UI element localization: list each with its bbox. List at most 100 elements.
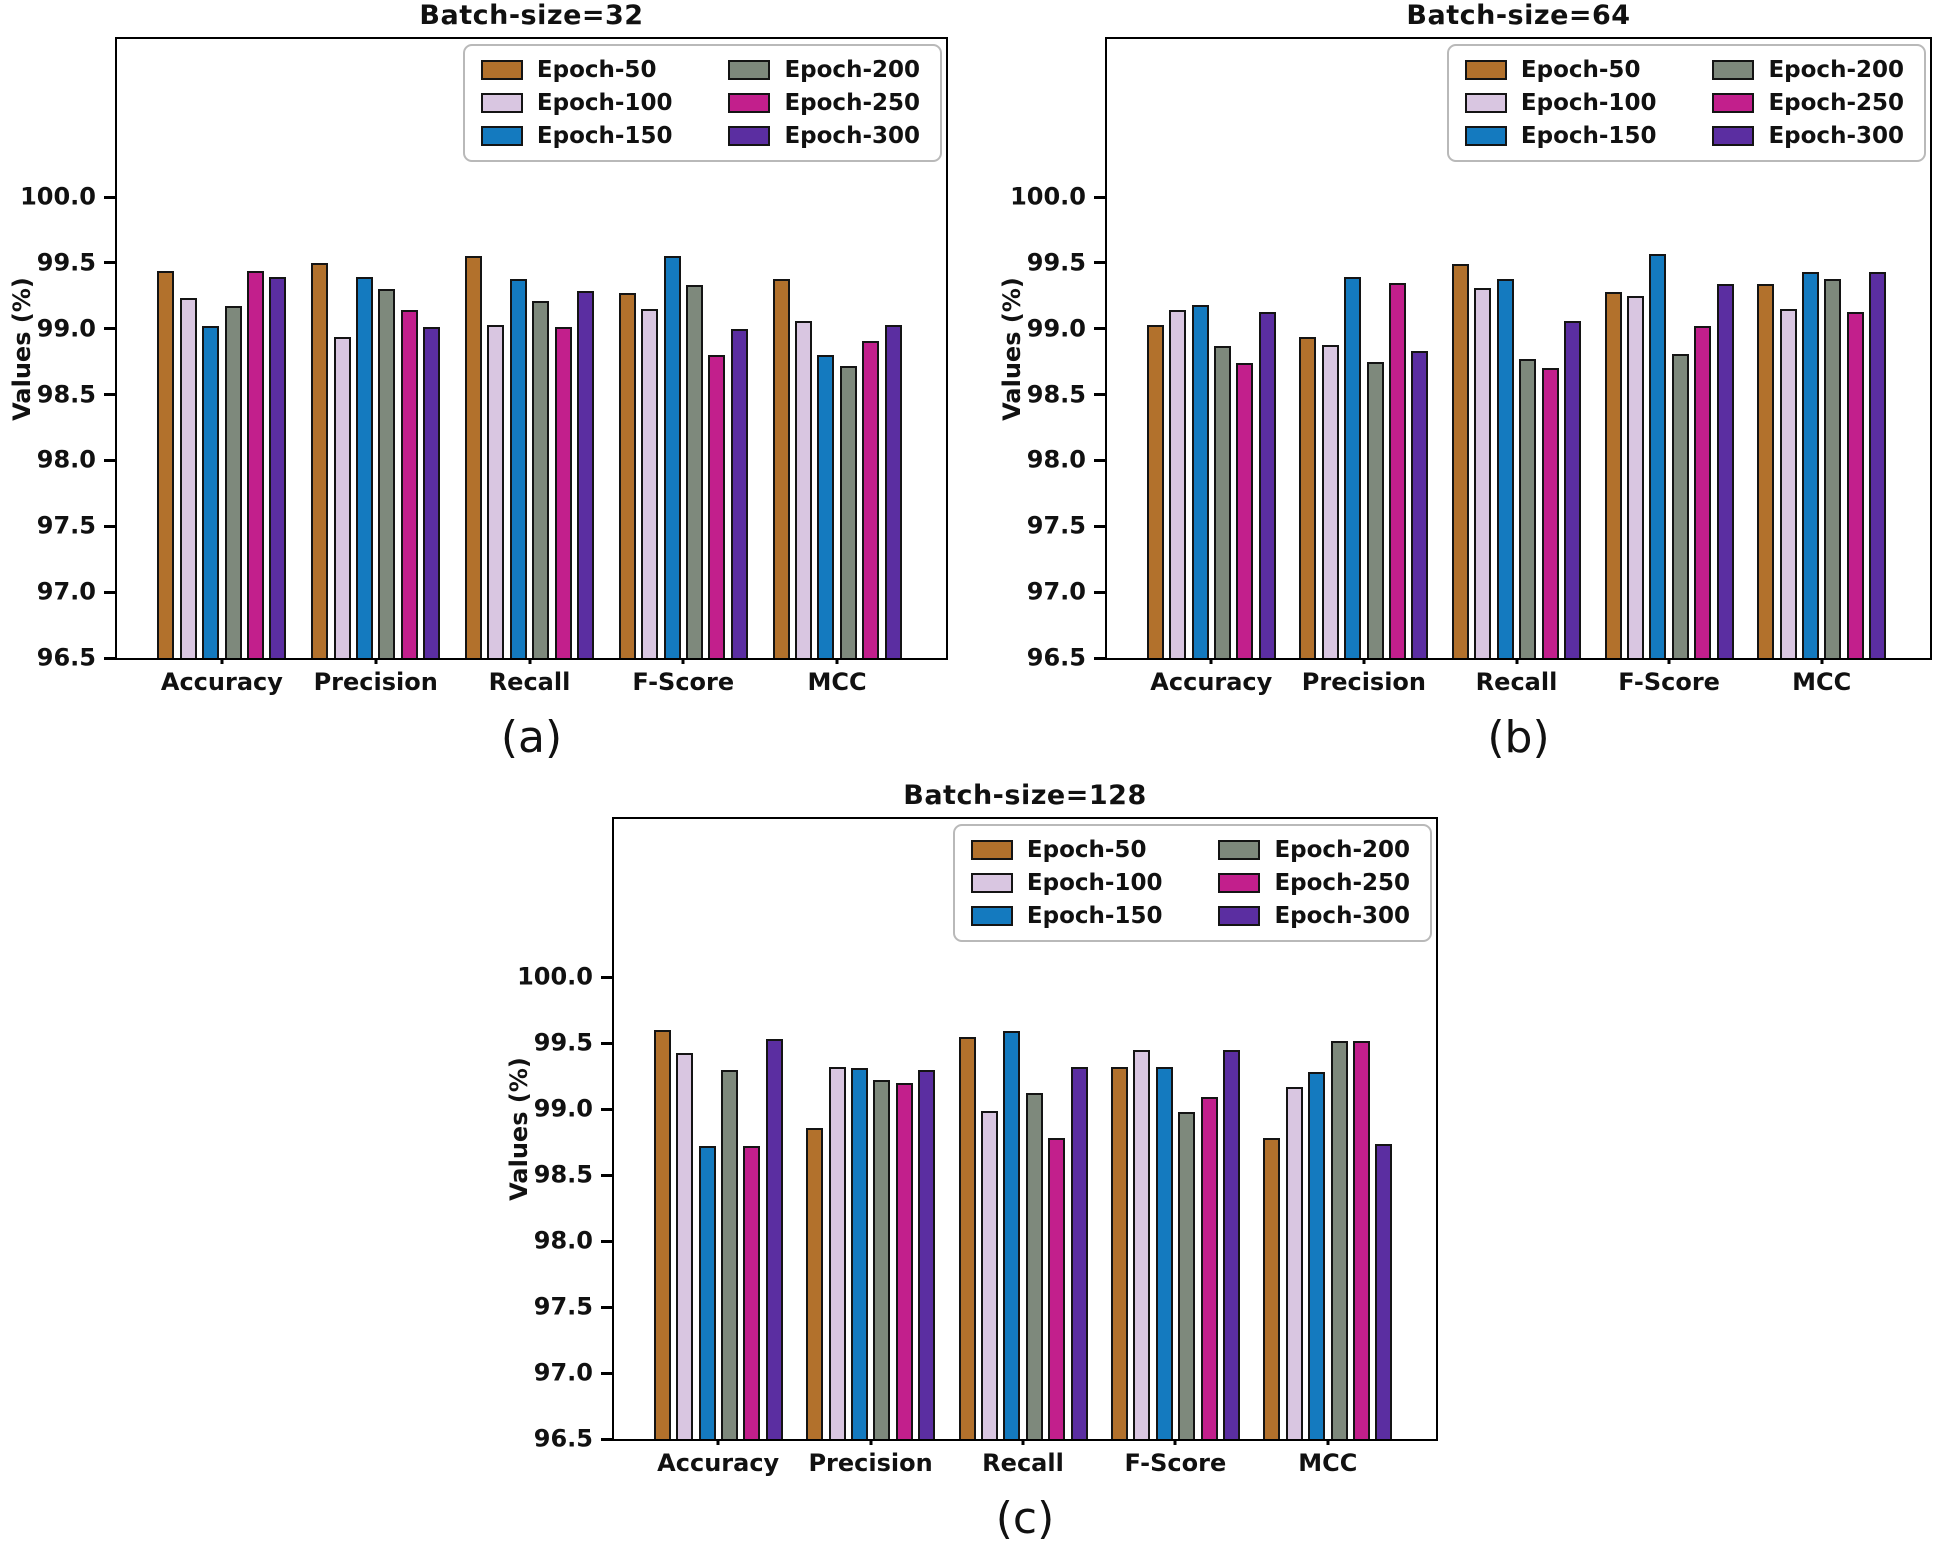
legend-label: Epoch-150 [1026, 903, 1163, 929]
x-category-label: Recall [488, 668, 571, 696]
legend-label: Epoch-250 [784, 90, 920, 116]
legend-item-epoch-100: Epoch-100 [970, 870, 1163, 896]
bar-epoch-150-f-score [663, 256, 681, 658]
x-tick-mark [1021, 1439, 1025, 1445]
y-tick-label: 99.0 [1026, 314, 1086, 343]
bar-epoch-150-recall [1496, 278, 1514, 658]
legend-swatch-icon [970, 840, 1013, 860]
x-tick-mark [374, 658, 378, 664]
bar-epoch-300-accuracy [269, 277, 287, 658]
tick-mark [1094, 458, 1105, 462]
legend-item-epoch-150: Epoch-150 [480, 123, 672, 149]
y-tick-label: 97.5 [36, 511, 96, 540]
bar-epoch-50-mcc [772, 278, 790, 658]
tick-mark [1094, 327, 1105, 331]
bar-epoch-250-accuracy [743, 1146, 761, 1439]
bar-epoch-100-mcc [1779, 309, 1797, 658]
y-tick-label: 98.5 [36, 380, 96, 409]
legend-swatch-icon [970, 873, 1013, 893]
legend-swatch-icon [970, 906, 1013, 926]
y-tick-label: 98.0 [1026, 445, 1086, 474]
bar-epoch-200-precision [873, 1080, 891, 1439]
y-tick-label: 99.5 [1026, 248, 1086, 277]
bar-epoch-150-mcc [1308, 1072, 1326, 1439]
bar-epoch-250-mcc [1846, 311, 1864, 658]
legend: Epoch-50 Epoch-100 Epoch-150 Epoch-200 Epoch… [462, 44, 942, 162]
legend-item-epoch-200: Epoch-200 [1712, 57, 1904, 83]
bar-epoch-300-recall [577, 290, 594, 658]
bar-epoch-50-recall [1452, 264, 1469, 658]
legend-label: Epoch-100 [1520, 90, 1657, 116]
bar-epoch-150-recall [509, 278, 527, 658]
legend: Epoch-50 Epoch-100 Epoch-150 Epoch-200 Epoch… [952, 824, 1432, 942]
legend-swatch-icon [1464, 93, 1507, 113]
y-tick-label: 98.0 [533, 1226, 593, 1255]
legend-label: Epoch-200 [784, 57, 920, 83]
x-category-label: F-Score [1618, 668, 1720, 696]
tick-mark [104, 656, 115, 660]
bar-epoch-50-f-score [618, 293, 636, 658]
legend-swatch-icon [1218, 906, 1261, 926]
legend-swatch-icon [480, 126, 523, 146]
legend-label: Epoch-50 [1520, 57, 1641, 83]
x-tick-mark [1515, 658, 1518, 664]
bar-epoch-50-recall [465, 256, 482, 658]
bar-epoch-150-recall [1003, 1031, 1021, 1439]
tick-mark [1094, 195, 1105, 199]
legend-label: Epoch-300 [1274, 903, 1410, 929]
x-tick-mark [1667, 658, 1671, 664]
x-tick-mark [1326, 1439, 1330, 1445]
legend-item-epoch-50: Epoch-50 [970, 837, 1163, 863]
bar-epoch-50-precision [311, 262, 329, 658]
legend-swatch-icon [1464, 60, 1507, 80]
tick-mark [1094, 261, 1105, 265]
tick-mark [104, 261, 115, 265]
legend-swatch-icon [1218, 873, 1261, 893]
bar-epoch-100-mcc [1285, 1086, 1303, 1439]
y-tick-label: 99.5 [533, 1028, 593, 1057]
bar-epoch-100-accuracy [1169, 310, 1187, 658]
x-category-label: Accuracy [657, 1449, 780, 1477]
y-tick-label: 100.0 [517, 962, 593, 991]
bar-epoch-150-accuracy [202, 326, 220, 658]
bar-epoch-200-recall [532, 301, 550, 658]
legend-swatch-icon [728, 93, 771, 113]
y-tick-label: 97.0 [36, 577, 96, 606]
bar-epoch-300-mcc [1375, 1143, 1393, 1439]
bar-epoch-50-accuracy [653, 1030, 671, 1439]
bar-epoch-100-f-score [1627, 295, 1644, 658]
y-tick-label: 96.5 [1026, 643, 1086, 672]
bar-epoch-150-precision [850, 1068, 868, 1439]
bar-epoch-300-recall [1070, 1067, 1088, 1439]
x-tick-mark [528, 658, 531, 664]
tick-mark [601, 1173, 612, 1177]
x-category-label: F-Score [632, 668, 735, 696]
y-tick-label: 99.0 [533, 1094, 593, 1123]
bar-epoch-100-mcc [795, 320, 812, 658]
bar-chart-batch-64: Batch-size=64 Values (%) 100.0 99.5 99.0 98… [998, 0, 1932, 763]
bar-epoch-50-mcc [1757, 283, 1775, 658]
tick-mark [601, 1437, 612, 1441]
bar-epoch-200-f-score [686, 285, 703, 658]
bar-epoch-100-accuracy [676, 1052, 694, 1439]
bar-epoch-200-accuracy [224, 306, 242, 658]
bar-epoch-200-mcc [1330, 1040, 1348, 1439]
legend-label: Epoch-250 [1768, 90, 1904, 116]
bar-chart-batch-32: Batch-size=32 Values (%) 100.0 99.5 99.0 98… [8, 0, 948, 763]
x-category-label: MCC [807, 668, 867, 696]
bar-epoch-250-precision [895, 1082, 913, 1439]
bar-epoch-300-precision [918, 1069, 936, 1439]
legend-label: Epoch-100 [1026, 870, 1163, 896]
legend-swatch-icon [1218, 840, 1261, 860]
x-tick-mark [869, 1439, 873, 1445]
bar-epoch-300-recall [1564, 320, 1581, 658]
legend-item-epoch-150: Epoch-150 [970, 903, 1163, 929]
legend-swatch-icon [1712, 126, 1755, 146]
tick-mark [1094, 524, 1105, 528]
bar-epoch-100-precision [1321, 344, 1339, 658]
x-category-label: Accuracy [160, 668, 283, 696]
bar-epoch-50-mcc [1263, 1138, 1281, 1439]
bar-epoch-150-f-score [1649, 253, 1667, 658]
legend-item-epoch-200: Epoch-200 [1218, 837, 1410, 863]
bar-epoch-250-f-score [1694, 326, 1712, 658]
